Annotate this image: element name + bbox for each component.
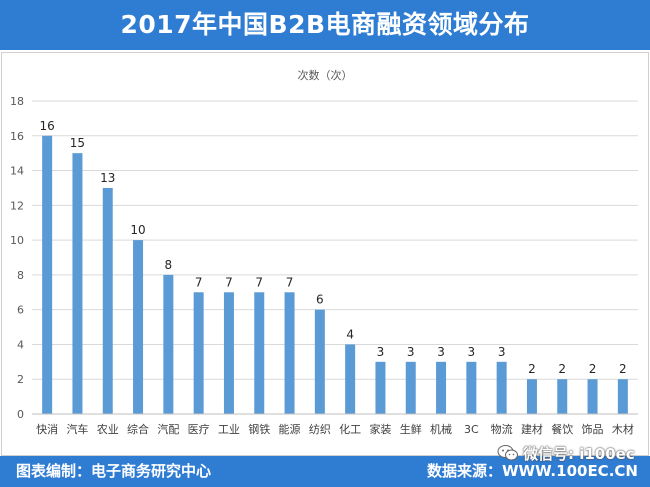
bar: [587, 379, 598, 414]
chart-title-bar: 2017年中国B2B电商融资领域分布: [0, 0, 650, 50]
x-category-label: 机械: [430, 422, 452, 436]
y-axis-label: 次数（次）: [298, 68, 353, 82]
x-category-label: 餐饮: [551, 422, 573, 436]
bar-data-label: 7: [225, 275, 233, 289]
bar: [193, 292, 204, 414]
bar-data-label: 7: [195, 275, 203, 289]
x-category-label: 汽配: [157, 422, 179, 436]
footer-compiler: 图表编制：电子商务研究中心: [16, 456, 211, 487]
footer-source: 数据来源：WWW.100EC.CN: [427, 456, 638, 487]
x-category-label: 能源: [279, 422, 301, 436]
bar-data-label: 2: [528, 362, 536, 376]
y-tick-label: 2: [17, 373, 24, 386]
bar-data-label: 13: [100, 171, 115, 185]
bar: [42, 135, 53, 414]
wechat-watermark: 微信号: i100ec: [497, 442, 635, 464]
bar-data-label: 4: [346, 327, 354, 341]
x-category-label: 物流: [491, 422, 513, 436]
bar: [102, 187, 113, 414]
bar-data-label: 10: [130, 223, 145, 237]
y-tick-label: 14: [10, 165, 24, 178]
x-category-label: 饰品: [582, 422, 604, 436]
bar-data-label: 3: [407, 345, 415, 359]
bar-data-label: 2: [619, 362, 627, 376]
y-tick-label: 6: [17, 304, 24, 317]
footer-bar: 图表编制：电子商务研究中心 数据来源：WWW.100EC.CN: [0, 456, 650, 487]
bar: [133, 240, 144, 414]
watermark-text: 微信号: i100ec: [523, 444, 635, 463]
chart-title: 2017年中国B2B电商融资领域分布: [120, 10, 530, 39]
bar: [405, 361, 416, 414]
wechat-icon: [497, 445, 518, 461]
bar: [72, 153, 83, 414]
bar: [254, 292, 265, 414]
x-category-label: 汽车: [66, 422, 88, 436]
bar-data-label: 16: [40, 119, 55, 133]
bar-data-label: 3: [437, 345, 445, 359]
x-category-label: 钢铁: [248, 423, 270, 436]
bar: [466, 361, 477, 414]
bar: [284, 292, 295, 414]
bar-data-label: 3: [498, 345, 506, 359]
y-tick-label: 0: [17, 408, 24, 421]
bar-data-label: 6: [316, 293, 324, 307]
y-tick-label: 4: [17, 338, 24, 351]
bar-data-label: 2: [558, 362, 566, 376]
compiler-name: 电子商务研究中心: [91, 462, 212, 480]
y-tick-label: 10: [10, 234, 24, 247]
source-url: WWW.100EC.CN: [502, 462, 638, 480]
x-category-label: 纺织: [309, 422, 331, 436]
x-category-label: 快消: [36, 422, 58, 436]
bar: [375, 361, 386, 414]
bar: [496, 361, 507, 414]
bar-data-label: 15: [70, 136, 85, 150]
bar-data-label: 3: [468, 345, 476, 359]
bar: [617, 379, 628, 414]
x-category-label: 3C: [464, 423, 479, 436]
bar-data-label: 7: [255, 275, 263, 289]
x-category-label: 生鲜: [400, 422, 422, 436]
compiler-label: 图表编制：: [16, 462, 92, 480]
y-tick-label: 16: [10, 130, 24, 143]
bar-data-label: 7: [286, 275, 294, 289]
bar: [345, 344, 356, 414]
bar-data-label: 2: [589, 362, 597, 376]
x-category-label: 建材: [521, 422, 543, 436]
x-category-label: 医疗: [188, 422, 210, 436]
chart-panel: 次数（次） 0 2 4 6 8 10 12 14 16 18 16 快消 15 汽车 13 农业 10 综合 8 汽配 7…: [1, 52, 649, 456]
y-tick-label: 18: [10, 95, 24, 108]
bar-data-label: 3: [377, 345, 385, 359]
bar: [163, 274, 174, 414]
x-category-label: 木材: [612, 422, 634, 436]
y-tick-label: 12: [10, 199, 24, 212]
bar-chart: 次数（次） 0 2 4 6 8 10 12 14 16 18 16 快消 15 汽车 13 农业 10 综合 8 汽配 7…: [10, 68, 638, 436]
x-category-label: 工业: [218, 423, 240, 436]
bar: [314, 309, 325, 414]
bar: [436, 361, 447, 414]
bar-data-label: 8: [165, 258, 173, 272]
source-label: 数据来源：: [427, 462, 503, 480]
bar: [557, 379, 568, 414]
x-category-label: 农业: [97, 422, 119, 436]
y-tick-label: 8: [17, 269, 24, 282]
x-category-label: 化工: [339, 422, 361, 436]
bar: [526, 379, 537, 414]
bar: [223, 292, 234, 414]
x-category-label: 综合: [127, 422, 149, 436]
x-category-label: 家装: [369, 422, 391, 436]
